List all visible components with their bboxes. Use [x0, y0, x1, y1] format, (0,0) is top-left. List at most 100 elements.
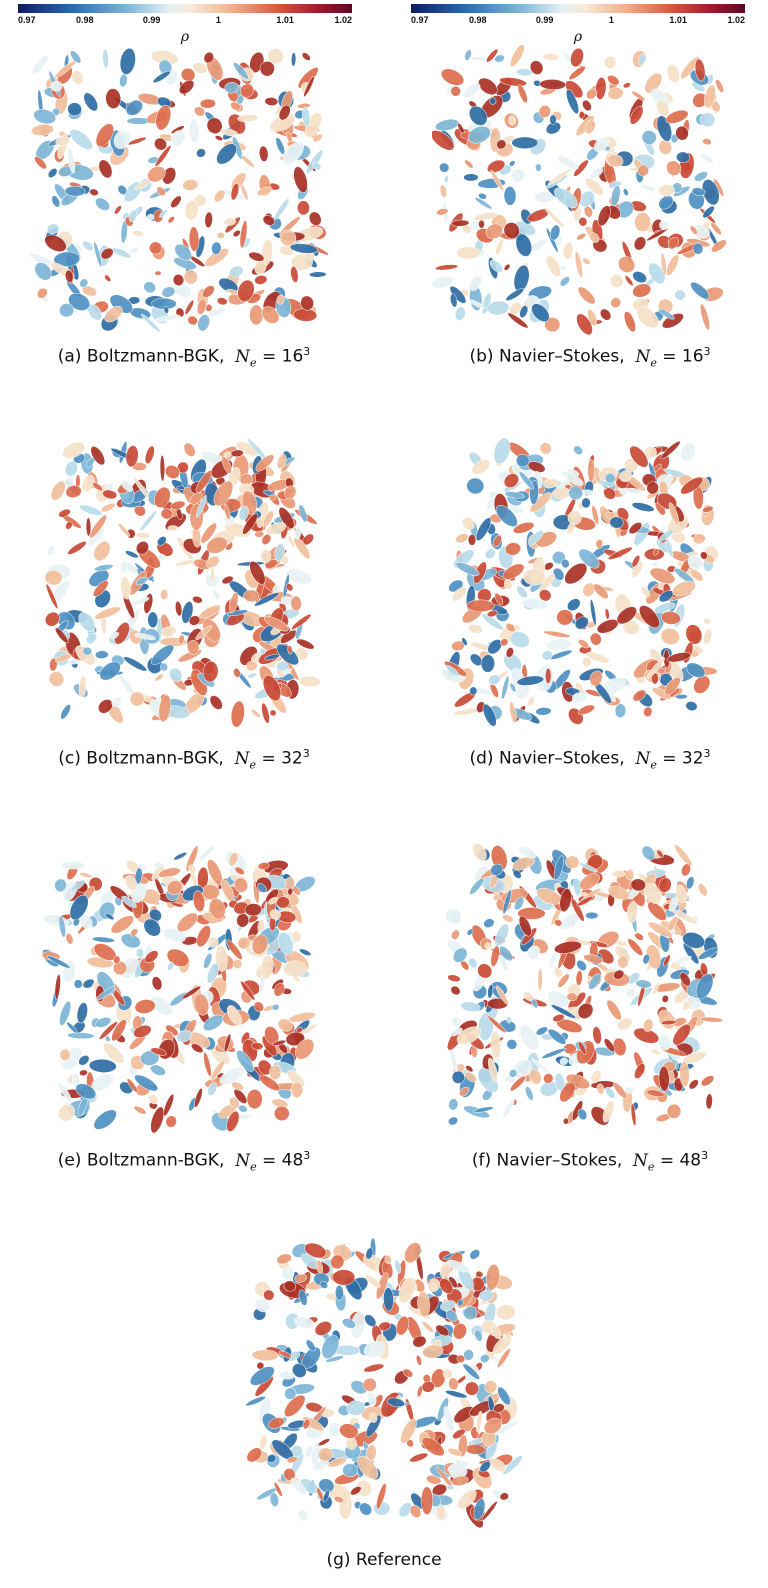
vortex-structure	[339, 1423, 359, 1439]
vortex-structure	[232, 230, 241, 237]
vortex-structure	[530, 1058, 552, 1075]
vortex-structure	[155, 145, 172, 167]
vortex-structure	[469, 877, 484, 895]
vortex-structure	[278, 507, 295, 529]
vortex-structure	[500, 638, 509, 647]
vortex-structure	[78, 675, 87, 698]
vortex-structure	[553, 855, 564, 881]
vortex-structure	[82, 646, 93, 656]
vortex-structure	[667, 236, 679, 250]
vortex-structure	[456, 1354, 466, 1363]
vortex-structure	[494, 592, 504, 606]
vortex-structure	[315, 1259, 324, 1274]
vortex-structure	[478, 219, 485, 229]
vortex-structure	[193, 106, 206, 117]
vortex-structure	[517, 907, 546, 920]
colorbar-right: 0.97 0.98 0.99 1 1.01 1.02 ρ	[411, 4, 745, 45]
vortex-structure	[172, 274, 185, 286]
vortex-structure	[160, 626, 177, 638]
vortex-structure	[85, 517, 92, 537]
vortex-structure	[316, 1487, 324, 1501]
colorbar-left: 0.97 0.98 0.99 1 1.01 1.02 ρ	[18, 4, 352, 45]
vortex-structure	[317, 1438, 331, 1446]
vortex-structure	[157, 553, 166, 562]
vortex-structure	[616, 606, 637, 625]
vortex-structure	[479, 1354, 490, 1363]
vortex-structure	[136, 541, 149, 555]
vortex-structure	[75, 1083, 97, 1100]
vortex-structure	[404, 1242, 422, 1264]
vortex-structure	[290, 595, 302, 612]
caption-label: (d)	[469, 748, 494, 769]
vortex-structure	[286, 1070, 305, 1088]
vortex-structure	[663, 954, 671, 967]
vortex-structure	[547, 168, 572, 186]
vortex-structure	[45, 611, 60, 627]
vortex-structure	[269, 1064, 282, 1080]
vortex-structure	[570, 47, 584, 68]
vortex-structure	[549, 224, 561, 241]
vortex-structure	[586, 88, 598, 100]
vortex-structure	[466, 928, 474, 936]
caption-exponent: 3	[303, 1149, 311, 1162]
vortex-structure	[421, 1381, 435, 1393]
vortex-structure	[204, 211, 213, 229]
vortex-structure	[589, 670, 603, 687]
vortex-structure	[376, 1483, 387, 1510]
vortex-structure	[475, 517, 492, 542]
vortex-structure	[167, 962, 174, 971]
vortex-structure	[432, 130, 455, 151]
caption-exponent: 3	[302, 747, 310, 760]
vortex-structure	[167, 880, 183, 895]
vortex-structure	[617, 1017, 633, 1031]
vortex-structure	[492, 894, 501, 901]
vortex-structure	[59, 1000, 71, 1026]
vortex-structure	[207, 936, 219, 948]
vortex-structure	[34, 156, 47, 170]
vortex-structure	[578, 639, 590, 649]
caption-a: (a) Boltzmann-BGK, Ne = 163	[34, 345, 334, 369]
vortex-structure	[432, 275, 455, 289]
vortex-structure	[473, 1106, 494, 1113]
vortex-structure	[54, 878, 67, 893]
vortex-structure	[93, 1109, 117, 1130]
vortex-structure	[466, 477, 485, 495]
vortex-structure	[578, 704, 595, 715]
vortex-structure	[464, 1071, 477, 1083]
vortex-structure	[624, 275, 634, 287]
caption-exponent: 3	[703, 345, 711, 358]
caption-resolution: 32	[681, 748, 704, 769]
vortex-structure	[211, 241, 222, 255]
vortex-structure	[287, 645, 293, 655]
vortex-structure	[435, 1324, 450, 1337]
vortex-structure	[165, 1115, 177, 1128]
vortex-structure	[214, 189, 226, 203]
vortex-structure	[641, 130, 657, 145]
vortex-structure	[666, 63, 680, 84]
vortex-structure	[244, 903, 262, 917]
vortex-structure	[148, 1094, 159, 1105]
vortex-structure	[79, 504, 103, 516]
vortex-structure	[223, 503, 231, 520]
vortex-structure	[284, 1387, 297, 1400]
vortex-structure	[554, 940, 582, 954]
vortex-structure	[124, 875, 138, 891]
vortex-structure	[450, 1027, 463, 1037]
vortex-structure	[539, 589, 552, 602]
vortex-structure	[154, 137, 167, 151]
vortex-structure	[656, 100, 670, 117]
vortex-structure	[632, 283, 652, 298]
vortex-structure	[175, 600, 183, 617]
vortex-structure	[92, 580, 109, 597]
vortex-structure	[574, 251, 583, 278]
vortex-structure	[440, 1300, 456, 1311]
vortex-structure	[578, 1041, 587, 1055]
vortex-structure	[342, 1318, 356, 1329]
isosurface-render	[441, 438, 719, 727]
vortex-structure	[666, 254, 679, 276]
tick-label: 1.02	[334, 15, 352, 25]
vortex-structure	[458, 1434, 468, 1458]
vortex-structure	[33, 109, 57, 125]
vortex-structure	[257, 919, 265, 933]
vortex-structure	[249, 561, 266, 585]
